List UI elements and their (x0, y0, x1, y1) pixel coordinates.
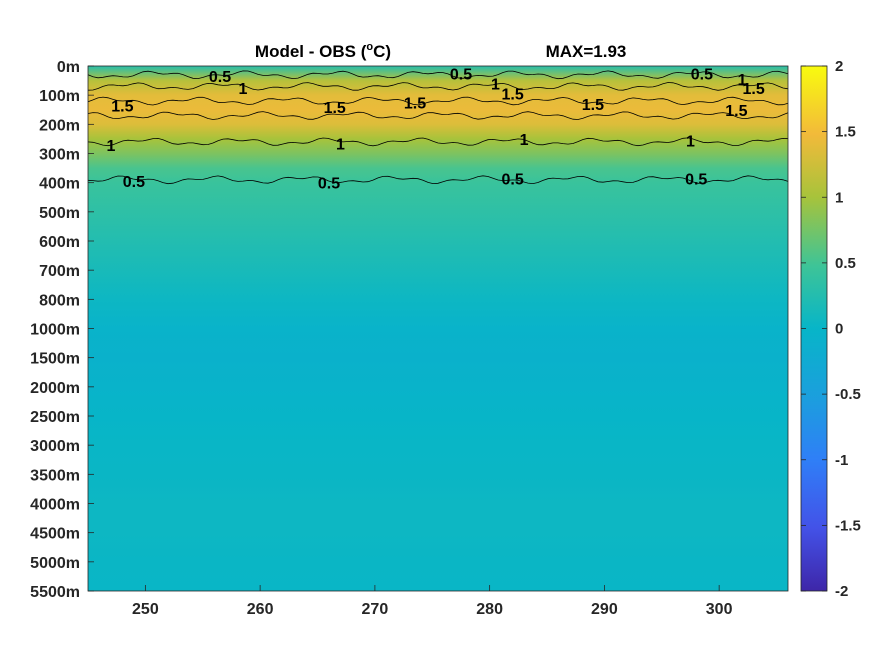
contour-label: 0.5 (450, 66, 472, 83)
colorbar-ticks: 2 1.5 1 0.5 0 -0.5 -1 -1.5 -2 (801, 58, 861, 600)
y-tick-label: 2000m (30, 380, 80, 397)
colorbar-tick-label: -1 (835, 452, 848, 469)
degree-symbol: o (366, 41, 373, 53)
contour-label: 1.5 (725, 103, 747, 120)
contour-label: 1.5 (501, 87, 523, 104)
y-tick-label: 5500m (30, 584, 80, 601)
y-tick-label: 1500m (30, 351, 80, 368)
colorbar-tick-label: 0 (835, 321, 843, 338)
contour-line-0.5 (87, 175, 789, 185)
contour-label: 0.5 (318, 176, 340, 193)
y-tick-label: 500m (39, 205, 80, 222)
contour-label: 1 (107, 138, 116, 155)
y-tick-label: 4500m (30, 526, 80, 543)
colorbar-tick-label: -1.5 (835, 517, 861, 534)
y-tick-label: 800m (39, 292, 80, 309)
y-tick-label: 1000m (30, 322, 80, 339)
contour-label: 1.5 (324, 100, 346, 117)
y-tick-label: 600m (39, 234, 80, 251)
x-tick-label: 280 (476, 601, 503, 618)
colorbar-tick-label: -2 (835, 583, 848, 600)
x-tick-label: 290 (591, 601, 618, 618)
contour-label: 1.5 (111, 98, 133, 115)
colorbar-tick-label: 0.5 (835, 255, 856, 272)
y-tick-label: 700m (39, 263, 80, 280)
contour-line-1.5 (87, 96, 789, 106)
contour-line-1 (87, 82, 789, 91)
contour-label: 1.5 (742, 81, 764, 98)
contour-label: 1 (238, 81, 247, 98)
y-axis: 0m 100m 200m 300m 400m 500m 600m 700m 800m 1000m 1… (30, 59, 94, 601)
x-axis: 250 260 270 280 290 300 (132, 585, 733, 618)
contour-label: 1.5 (404, 96, 426, 113)
contour-line-1 (87, 137, 789, 147)
colorbar-tick-label: 1 (835, 189, 843, 206)
y-tick-label: 3500m (30, 467, 80, 484)
y-tick-label: 300m (39, 147, 80, 164)
x-tick-label: 270 (362, 601, 389, 618)
y-tick-label: 5000m (30, 555, 80, 572)
contour-label: 0.5 (685, 171, 707, 188)
contour-label: 1 (738, 72, 747, 89)
max-label: MAX=1.93 (546, 42, 627, 61)
contour-label: 1 (520, 132, 529, 149)
contour-lines (87, 70, 789, 185)
contour-label: 0.5 (691, 66, 713, 83)
y-tick-label: 400m (39, 176, 80, 193)
contour-label: 1 (336, 136, 345, 153)
y-tick-label: 4000m (30, 497, 80, 514)
contour-line-0.5 (87, 70, 789, 80)
contour-label: 0.5 (123, 174, 145, 191)
contour-labels: 0.511.5 1.5 1.50.511.51.50.5 11.51.51 1 1 10.5… (107, 66, 765, 192)
colorbar-tick-label: -0.5 (835, 386, 861, 403)
chart-title: Model - OBS (oC) (255, 41, 391, 61)
x-tick-label: 260 (247, 601, 274, 618)
x-tick-label: 250 (132, 601, 159, 618)
contour-line-1.5 (87, 111, 789, 120)
contour-label: 1.5 (582, 97, 604, 114)
contour-label: 1 (491, 77, 500, 94)
colorbar-tick-label: 1.5 (835, 124, 856, 141)
y-tick-label: 100m (39, 88, 80, 105)
contour-label: 0.5 (501, 171, 523, 188)
y-tick-label: 0m (57, 59, 80, 76)
colorbar-tick-label: 2 (835, 58, 843, 75)
contour-label: 1 (686, 133, 695, 150)
y-tick-label: 200m (39, 117, 80, 134)
y-tick-label: 3000m (30, 438, 80, 455)
y-tick-label: 2500m (30, 409, 80, 426)
plot-field (88, 66, 788, 591)
contour-label: 0.5 (209, 69, 231, 86)
x-tick-label: 300 (706, 601, 733, 618)
